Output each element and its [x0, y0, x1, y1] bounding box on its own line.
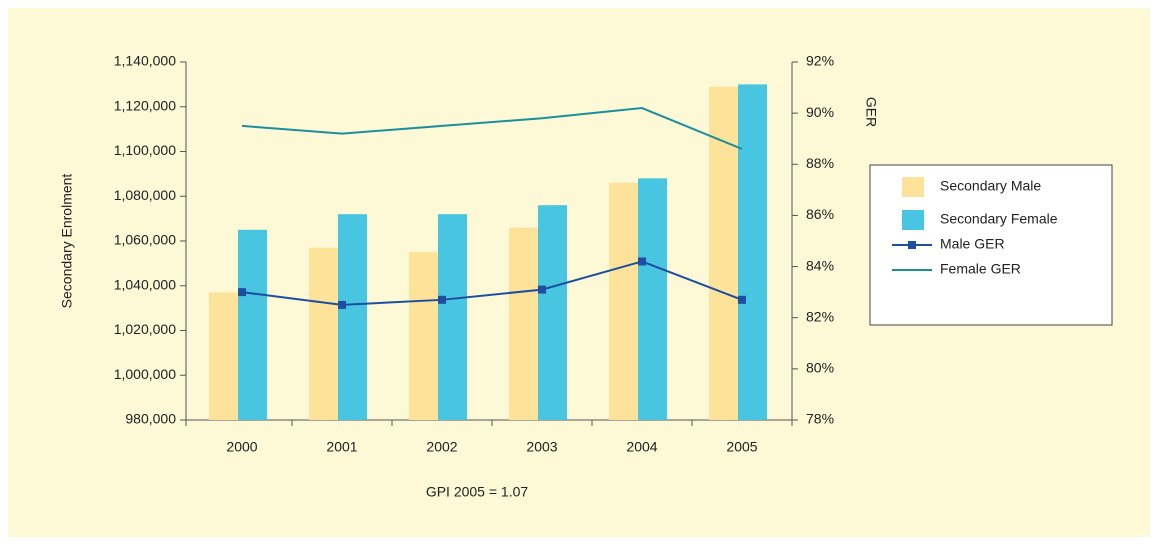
y2-tick-label: 80%: [806, 360, 834, 376]
y2-tick-label: 92%: [806, 53, 834, 69]
bar: [738, 84, 767, 420]
x-tick-label: 2000: [226, 439, 257, 455]
y2-tick-label: 84%: [806, 257, 834, 273]
y-tick-label: 1,060,000: [114, 232, 176, 248]
y2-tick-label: 86%: [806, 206, 834, 222]
y2-axis-title: GER: [863, 97, 879, 127]
bar: [309, 247, 338, 420]
y-tick-label: 1,020,000: [114, 321, 176, 337]
marker: [638, 257, 646, 266]
x-tick-label: 2003: [526, 439, 557, 455]
legend-label: Secondary Male: [940, 178, 1041, 194]
legend-swatch: [902, 177, 924, 197]
bar: [238, 229, 267, 420]
marker: [538, 285, 546, 294]
line-series: [241, 107, 743, 150]
legend-label: Secondary Female: [940, 211, 1058, 227]
legend-label: Female GER: [940, 261, 1021, 277]
footnote: GPI 2005 = 1.07: [426, 484, 529, 500]
bar: [538, 205, 567, 420]
marker: [738, 295, 746, 304]
y2-tick-label: 82%: [806, 308, 834, 324]
y-tick-label: 1,140,000: [114, 53, 176, 69]
bar: [338, 214, 367, 420]
y-axis-title: Secondary Enrolment: [59, 174, 75, 309]
marker: [238, 288, 246, 297]
y2-tick-label: 90%: [806, 104, 834, 120]
bar: [638, 178, 667, 420]
marker: [438, 295, 446, 304]
y-tick-label: 1,080,000: [114, 187, 176, 203]
legend-marker: [908, 241, 916, 249]
legend-label: Male GER: [940, 236, 1005, 252]
y2-tick-label: 88%: [806, 155, 834, 171]
y-tick-label: 1,100,000: [114, 142, 176, 158]
x-tick-label: 2004: [626, 439, 657, 455]
x-tick-label: 2002: [426, 439, 457, 455]
y2-tick-label: 78%: [806, 411, 834, 427]
x-tick-label: 2005: [726, 439, 757, 455]
bar: [609, 182, 638, 420]
bar: [438, 214, 467, 420]
marker: [338, 300, 346, 309]
line-series: [241, 260, 743, 306]
bar: [509, 227, 538, 420]
bar: [409, 252, 438, 420]
bar: [209, 292, 238, 420]
y-tick-label: 1,120,000: [114, 97, 176, 113]
x-tick-label: 2001: [326, 439, 357, 455]
legend-swatch: [902, 210, 924, 230]
y-tick-label: 1,040,000: [114, 276, 176, 292]
y-tick-label: 1,000,000: [114, 366, 176, 382]
y-tick-label: 980,000: [125, 411, 176, 427]
